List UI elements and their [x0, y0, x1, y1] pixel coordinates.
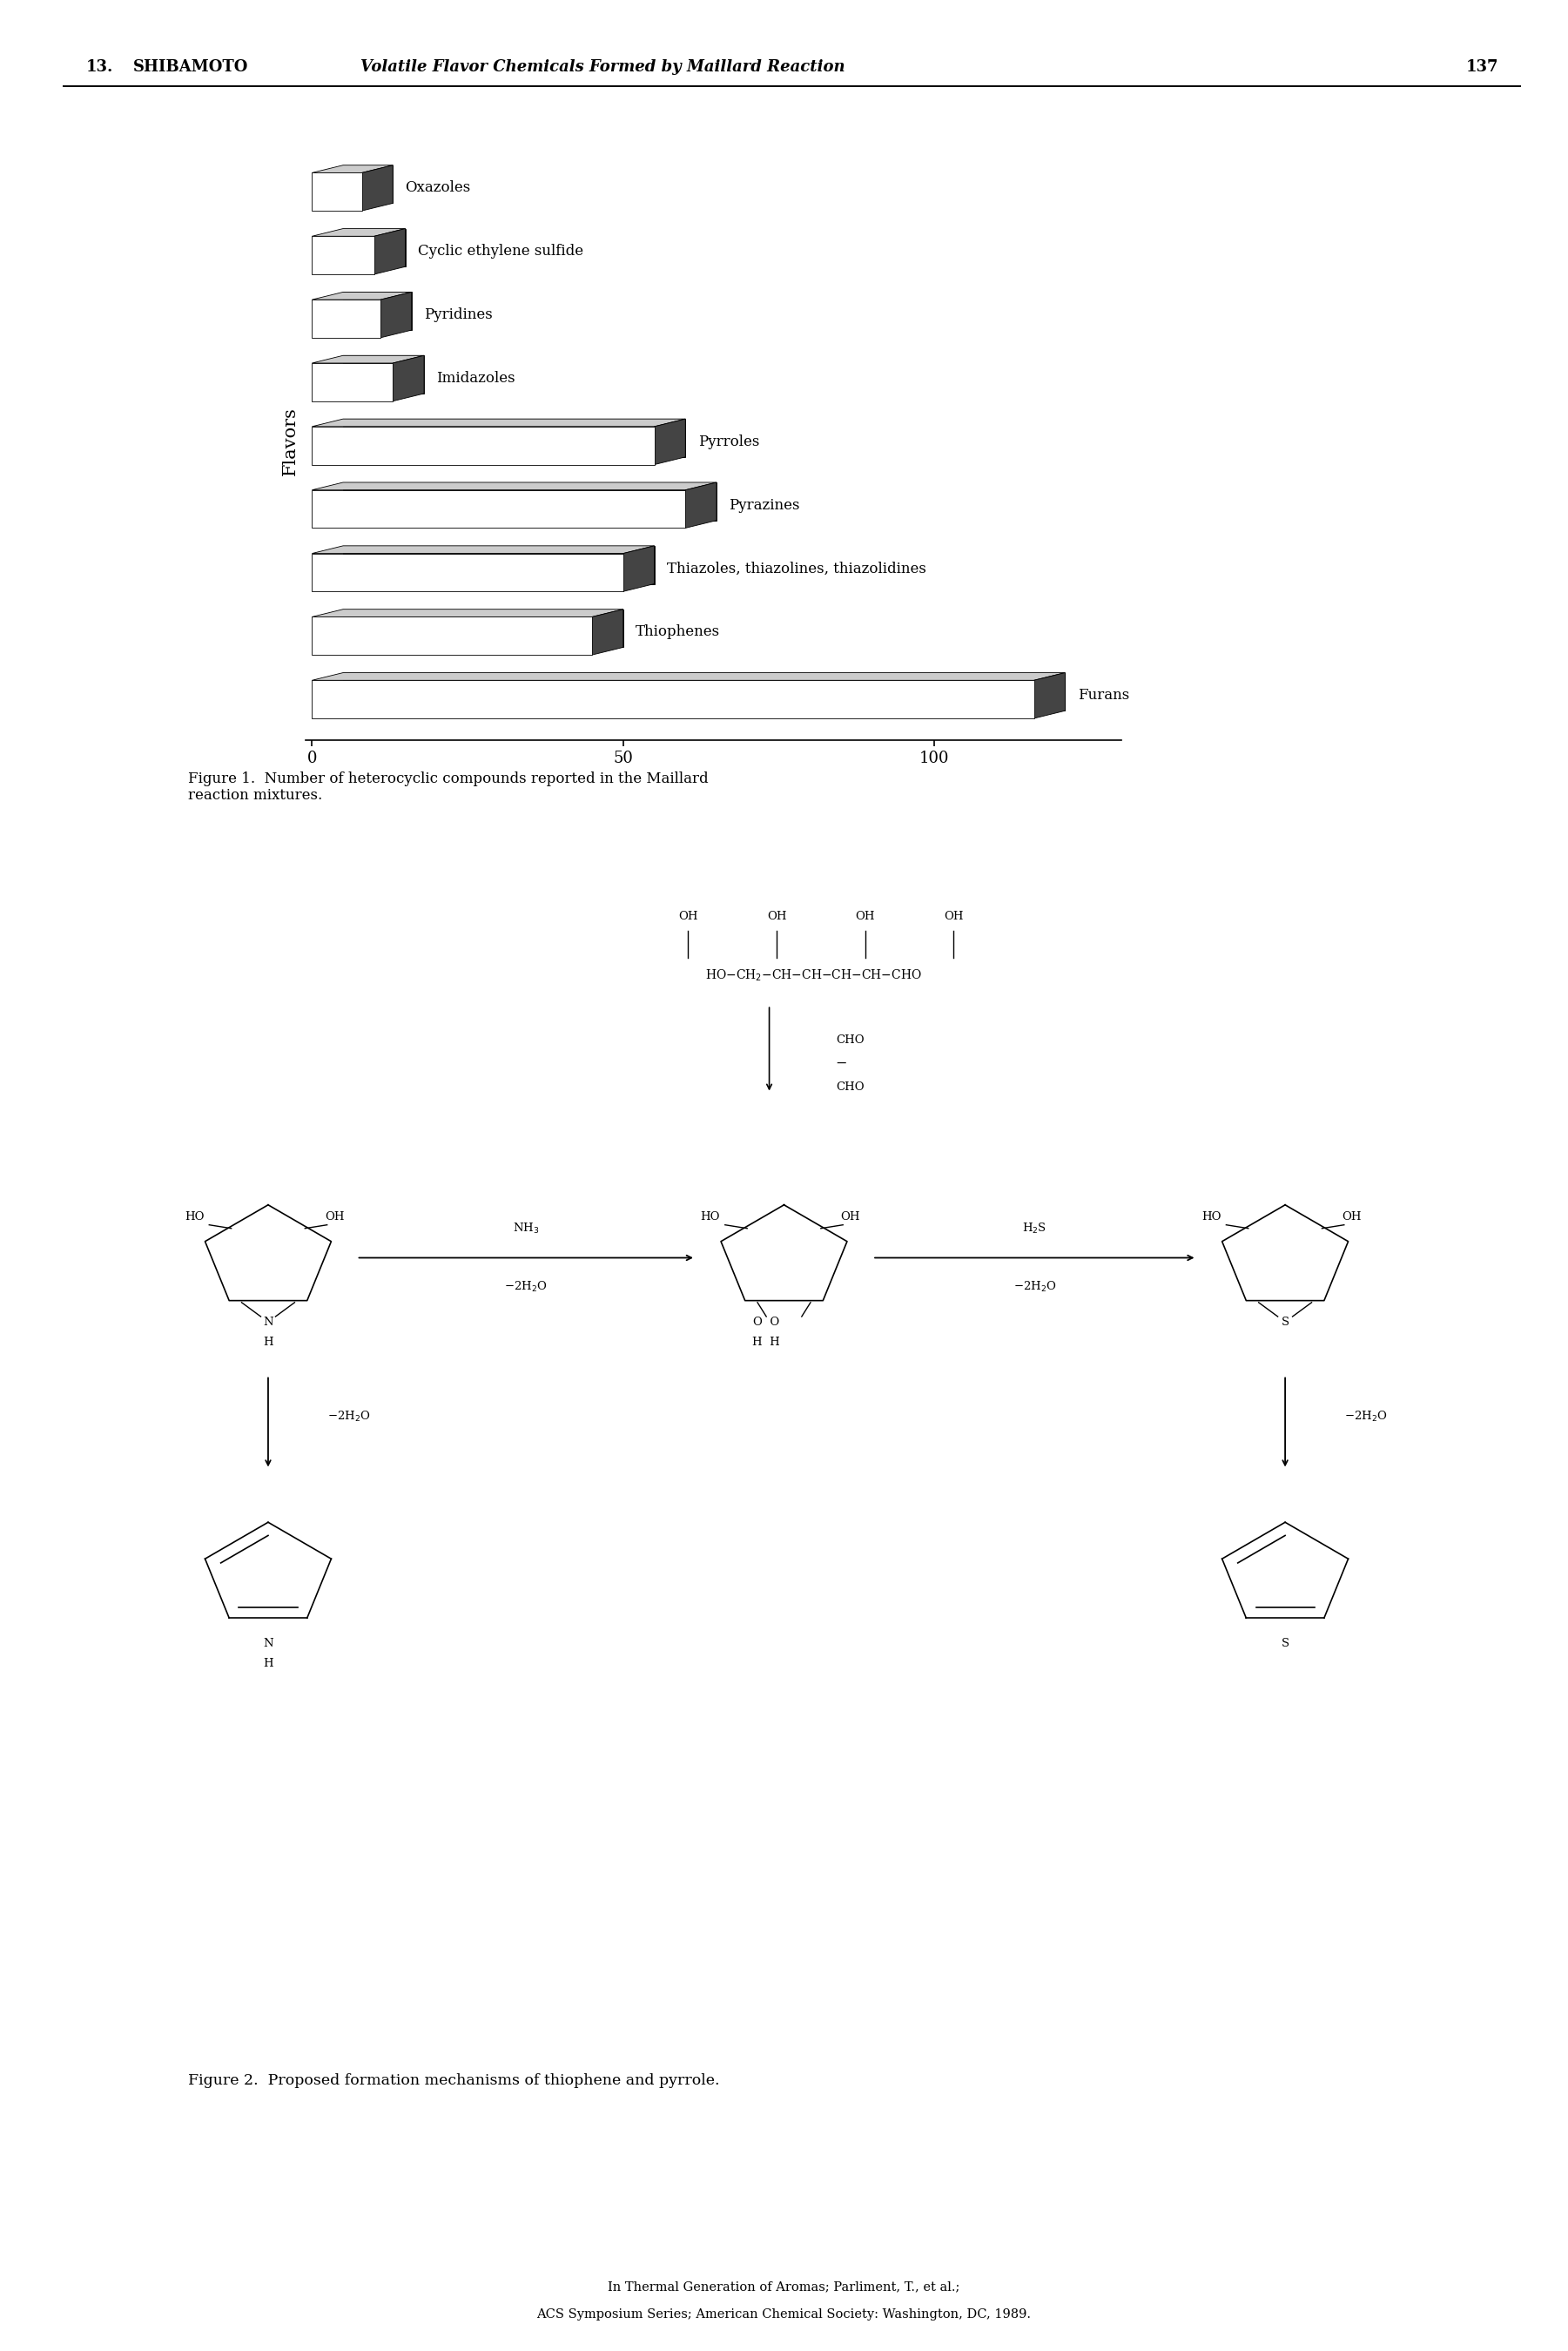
Polygon shape	[375, 228, 406, 275]
Polygon shape	[312, 545, 654, 552]
Text: −2H$_2$O: −2H$_2$O	[1013, 1281, 1057, 1293]
Text: Oxazoles: Oxazoles	[406, 181, 470, 195]
Text: OH: OH	[944, 912, 963, 922]
Polygon shape	[312, 228, 406, 235]
Polygon shape	[312, 165, 394, 172]
Text: CHO: CHO	[836, 1034, 864, 1046]
Bar	[312, 616, 593, 656]
Polygon shape	[685, 482, 717, 529]
Text: 13.: 13.	[86, 59, 113, 75]
Bar	[343, 292, 411, 329]
Text: Imidazoles: Imidazoles	[436, 371, 516, 386]
Text: H  H: H H	[753, 1338, 781, 1347]
Text: O  O: O O	[753, 1317, 779, 1328]
Bar	[343, 228, 406, 266]
Polygon shape	[312, 609, 622, 616]
Polygon shape	[312, 482, 717, 489]
Polygon shape	[312, 292, 411, 299]
Text: OH: OH	[1342, 1211, 1361, 1223]
Text: ACS Symposium Series; American Chemical Society: Washington, DC, 1989.: ACS Symposium Series; American Chemical …	[536, 2309, 1032, 2320]
Polygon shape	[622, 545, 654, 592]
Y-axis label: Flavors: Flavors	[282, 407, 298, 475]
Text: HO$-$CH$_2$$-$CH$-$CH$-$CH$-$CH$-$CHO: HO$-$CH$_2$$-$CH$-$CH$-$CH$-$CH$-$CHO	[706, 969, 922, 983]
Bar	[343, 609, 622, 647]
Bar	[312, 362, 394, 402]
Bar	[343, 418, 685, 456]
Text: −2H$_2$O: −2H$_2$O	[328, 1411, 370, 1422]
Text: Cyclic ethylene sulfide: Cyclic ethylene sulfide	[417, 245, 583, 259]
Text: OH: OH	[840, 1211, 861, 1223]
Text: OH: OH	[325, 1211, 345, 1223]
Bar	[312, 552, 622, 592]
Text: Figure 2.  Proposed formation mechanisms of thiophene and pyrrole.: Figure 2. Proposed formation mechanisms …	[188, 2074, 720, 2088]
Text: S: S	[1281, 1639, 1289, 1648]
Text: N: N	[263, 1317, 273, 1328]
Polygon shape	[381, 292, 411, 339]
Bar	[343, 165, 394, 202]
Text: OH: OH	[855, 912, 875, 922]
Polygon shape	[1033, 672, 1065, 719]
Text: H: H	[263, 1657, 273, 1669]
Text: Pyrroles: Pyrroles	[698, 435, 759, 449]
Text: Thiazoles, thiazolines, thiazolidines: Thiazoles, thiazolines, thiazolidines	[666, 562, 927, 576]
Text: HO: HO	[701, 1211, 720, 1223]
Text: −2H$_2$O: −2H$_2$O	[505, 1281, 547, 1293]
Bar	[343, 672, 1065, 710]
Polygon shape	[394, 355, 423, 402]
Polygon shape	[312, 355, 423, 362]
Text: SHIBAMOTO: SHIBAMOTO	[133, 59, 249, 75]
Text: In Thermal Generation of Aromas; Parliment, T., et al.;: In Thermal Generation of Aromas; Parlime…	[608, 2280, 960, 2292]
Bar	[343, 482, 717, 520]
Text: −2H$_2$O: −2H$_2$O	[1344, 1411, 1388, 1422]
Bar	[312, 489, 685, 529]
Bar	[312, 235, 375, 275]
Text: HO: HO	[185, 1211, 204, 1223]
Polygon shape	[593, 609, 622, 656]
Text: H$_2$S: H$_2$S	[1022, 1223, 1047, 1234]
Text: N: N	[263, 1639, 273, 1648]
Text: HO: HO	[1201, 1211, 1221, 1223]
Text: Pyrazines: Pyrazines	[729, 498, 800, 513]
Bar	[312, 299, 381, 339]
Text: OH: OH	[679, 912, 698, 922]
Bar	[312, 679, 1033, 719]
Bar	[312, 426, 654, 465]
Text: H: H	[263, 1338, 273, 1347]
Text: Pyridines: Pyridines	[423, 308, 492, 322]
Text: CHO: CHO	[836, 1081, 864, 1093]
Text: Furans: Furans	[1077, 689, 1129, 703]
Text: NH$_3$: NH$_3$	[513, 1223, 539, 1234]
Text: S: S	[1281, 1317, 1289, 1328]
Text: OH: OH	[767, 912, 787, 922]
Text: Thiophenes: Thiophenes	[635, 625, 720, 639]
Polygon shape	[312, 672, 1065, 679]
Polygon shape	[654, 418, 685, 465]
Text: Figure 1.  Number of heterocyclic compounds reported in the Maillard
reaction mi: Figure 1. Number of heterocyclic compoun…	[188, 771, 709, 804]
Text: −: −	[836, 1056, 847, 1072]
Text: Volatile Flavor Chemicals Formed by Maillard Reaction: Volatile Flavor Chemicals Formed by Mail…	[361, 59, 845, 75]
Bar	[343, 355, 423, 393]
Bar	[343, 545, 654, 583]
Polygon shape	[362, 165, 394, 212]
Text: 137: 137	[1466, 59, 1499, 75]
Polygon shape	[312, 418, 685, 426]
Bar	[312, 172, 362, 212]
